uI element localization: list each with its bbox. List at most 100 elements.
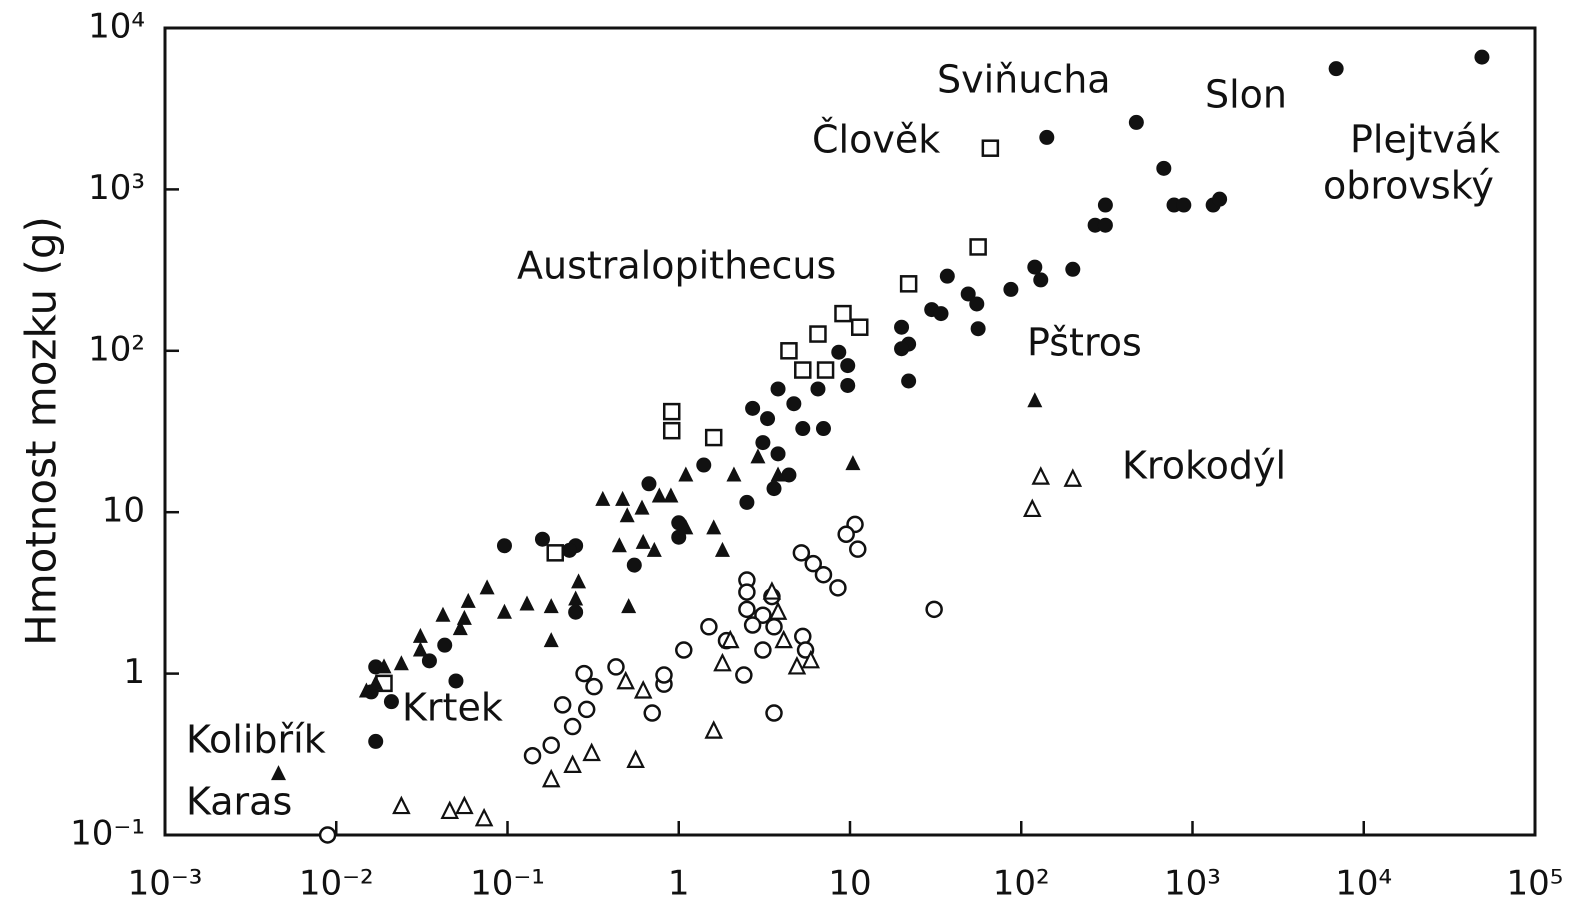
point [633,680,653,699]
point [837,525,855,544]
point [421,653,437,669]
point [479,579,495,595]
point [542,736,560,754]
point [1176,197,1192,213]
point [960,286,976,302]
point [786,396,802,412]
point [735,666,753,684]
point [816,361,835,379]
point [318,826,337,844]
point [523,746,542,765]
annotation: Australopithecus [517,244,836,288]
point [519,595,535,611]
point [834,304,852,323]
point [780,342,798,360]
point [1027,259,1043,275]
point [626,557,642,573]
point [939,268,955,284]
point [801,649,821,669]
point [383,694,399,710]
point [1003,281,1019,297]
point [595,490,611,506]
point [981,139,1000,157]
y-tick-label: 10² [88,329,145,369]
point [850,318,869,336]
point [754,606,772,624]
point [726,466,742,482]
x-tick-label: 10² [993,864,1050,904]
x-tick-label: 1 [668,864,690,904]
point [754,641,772,659]
point [568,590,584,606]
point [831,344,847,360]
point [774,629,793,649]
point [1031,466,1051,485]
point [1097,197,1113,213]
point [770,446,786,462]
point [561,542,577,558]
point [563,754,582,773]
point [577,700,596,719]
point [894,341,910,357]
point [563,717,582,736]
point [762,581,782,600]
x-tick-label: 10 [828,864,871,904]
point [804,554,822,573]
point [738,600,756,619]
point [739,494,755,510]
point [435,606,451,622]
point [615,490,631,506]
y-tick-label: 10³ [88,168,145,208]
point [969,296,985,312]
point [575,664,593,683]
point [1023,498,1042,518]
point [412,627,428,643]
point [376,658,392,674]
point [655,666,673,684]
point [534,531,550,547]
point [448,673,464,689]
point [543,598,559,614]
point [619,507,635,523]
point [496,603,512,619]
point [678,519,694,535]
point [901,373,917,389]
point [766,481,782,497]
point [663,487,679,503]
point [700,618,718,636]
point [925,600,943,619]
x-tick-label: 10⁴ [1335,864,1392,904]
point [814,565,833,584]
point [358,682,374,698]
y-tick-label: 1 [123,652,145,692]
point [571,573,587,589]
point [713,652,732,672]
point [970,321,986,337]
point [452,620,468,636]
point [809,325,827,343]
x-tick-label: 10⁻² [299,864,374,904]
point [641,476,657,492]
point [662,402,681,421]
point [704,720,723,739]
point [651,487,667,503]
point [1027,392,1043,408]
annotation: obrovský [1323,164,1494,208]
point [568,604,584,620]
point [969,238,987,256]
annotation: Sviňucha [937,58,1111,102]
point [616,670,635,690]
point [368,674,384,690]
point [765,704,783,722]
annotation: Člověk [812,118,940,162]
point [894,319,910,335]
point [787,655,807,675]
point [662,421,681,440]
point [738,583,756,601]
point [455,795,474,815]
point [270,765,286,781]
point [770,466,786,482]
x-tick-label: 10³ [1164,864,1221,904]
point [412,641,428,657]
point [840,377,856,393]
